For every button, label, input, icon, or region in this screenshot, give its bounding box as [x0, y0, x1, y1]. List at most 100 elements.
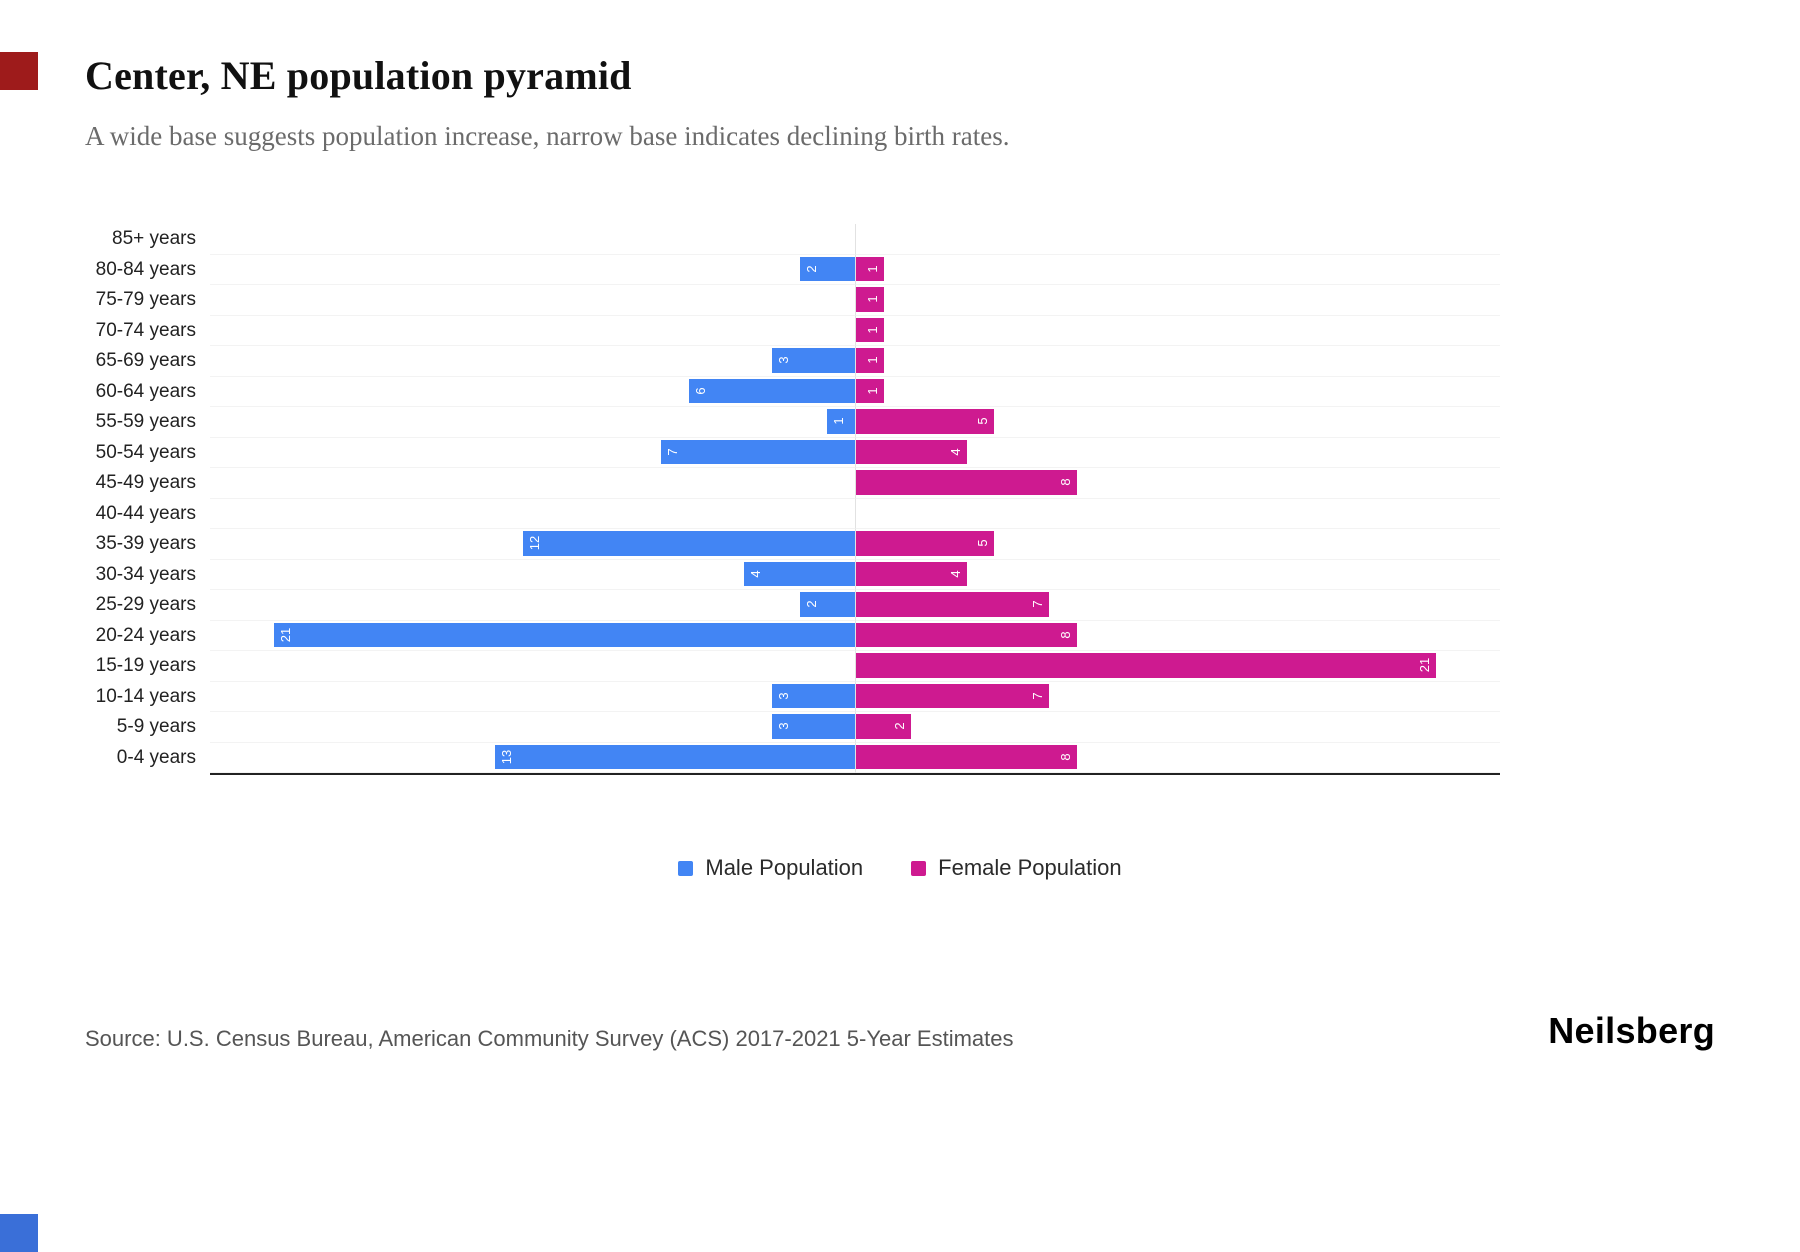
- x-axis-line: [210, 773, 1500, 775]
- age-group-label: 60-64 years: [95, 380, 196, 402]
- pyramid-row: 70-74 years 1: [85, 315, 1500, 346]
- male-track: 13: [210, 743, 855, 773]
- female-bar[interactable]: 1: [856, 348, 884, 373]
- chart-legend: Male Population Female Population: [0, 855, 1800, 881]
- female-bar[interactable]: 1: [856, 287, 884, 312]
- female-bar[interactable]: 1: [856, 317, 884, 342]
- bar-value-label: 1: [864, 356, 880, 364]
- male-bar[interactable]: 3: [771, 683, 855, 708]
- bar-value-label: 4: [748, 570, 764, 578]
- male-bar[interactable]: 1: [827, 409, 855, 434]
- age-group-label: 45-49 years: [95, 472, 196, 494]
- male-track: 3: [210, 712, 855, 743]
- bar-value-label: 2: [803, 265, 819, 273]
- age-group-label: 55-59 years: [95, 411, 196, 433]
- female-bar[interactable]: 5: [856, 409, 995, 434]
- female-track: 21: [855, 651, 1500, 682]
- male-bar[interactable]: 7: [661, 439, 855, 464]
- female-track: 8: [855, 468, 1500, 499]
- bar-value-label: 7: [1030, 600, 1046, 608]
- male-bar[interactable]: 4: [744, 561, 855, 586]
- male-track: 12: [210, 529, 855, 560]
- female-track: 4: [855, 437, 1500, 468]
- male-track: 2: [210, 255, 855, 285]
- pyramid-row: 75-79 years 1: [85, 285, 1500, 316]
- male-track: 7: [210, 438, 855, 468]
- female-track: 7: [855, 681, 1500, 712]
- age-group-label: 30-34 years: [95, 563, 196, 585]
- female-bar[interactable]: 7: [856, 592, 1050, 617]
- female-track: 1: [855, 285, 1500, 316]
- female-bar[interactable]: 2: [856, 714, 912, 739]
- bar-value-label: 4: [947, 448, 963, 456]
- pyramid-row: 65-69 years 3 1: [85, 346, 1500, 377]
- male-bar[interactable]: 21: [273, 622, 855, 647]
- male-track: [210, 651, 855, 682]
- male-track: 2: [210, 590, 855, 621]
- male-bar[interactable]: 6: [688, 378, 855, 403]
- female-bar[interactable]: 21: [856, 653, 1437, 678]
- bar-value-label: 4: [947, 570, 963, 578]
- legend-item-female[interactable]: Female Population: [911, 855, 1122, 881]
- pyramid-row: 5-9 years 3 2: [85, 712, 1500, 743]
- age-group-label: 25-29 years: [95, 594, 196, 616]
- male-track: [210, 285, 855, 316]
- male-track: 3: [210, 346, 855, 377]
- bar-value-label: 1: [864, 295, 880, 303]
- female-track: 1: [855, 376, 1500, 407]
- pyramid-row: 80-84 years 2 1: [85, 254, 1500, 285]
- pyramid-row: 45-49 years 8: [85, 468, 1500, 499]
- female-bar[interactable]: 7: [856, 683, 1050, 708]
- bar-value-label: 1: [864, 265, 880, 273]
- bar-value-label: 8: [1058, 478, 1074, 486]
- female-bar[interactable]: 4: [856, 561, 967, 586]
- female-track: 1: [855, 346, 1500, 377]
- female-bar[interactable]: 1: [856, 256, 884, 281]
- male-track: 3: [210, 682, 855, 712]
- neilsberg-logo: Neilsberg: [1548, 1010, 1715, 1051]
- age-group-label: 85+ years: [112, 228, 196, 250]
- male-bar[interactable]: 12: [522, 531, 855, 556]
- bar-value-label: 1: [831, 417, 847, 425]
- male-bar[interactable]: 3: [771, 348, 855, 373]
- male-bar[interactable]: 3: [771, 714, 855, 739]
- female-bar[interactable]: 8: [856, 744, 1078, 769]
- bar-value-label: 7: [1030, 692, 1046, 700]
- pyramid-row: 85+ years: [85, 224, 1500, 255]
- male-track: 1: [210, 407, 855, 438]
- bar-value-label: 21: [277, 627, 293, 642]
- female-bar[interactable]: 8: [856, 470, 1078, 495]
- age-group-label: 10-14 years: [95, 685, 196, 707]
- bar-value-label: 2: [892, 722, 908, 730]
- decor-top-left-square: [0, 52, 38, 90]
- female-bar[interactable]: 5: [856, 531, 995, 556]
- bar-value-label: 3: [775, 722, 791, 730]
- male-bar[interactable]: 13: [495, 744, 855, 769]
- male-track: [210, 499, 855, 529]
- bar-value-label: 2: [803, 600, 819, 608]
- female-bar[interactable]: 8: [856, 622, 1078, 647]
- chart-header: Center, NE population pyramid A wide bas…: [85, 52, 1715, 152]
- female-track: 8: [855, 620, 1500, 651]
- pyramid-row: 10-14 years 3 7: [85, 681, 1500, 712]
- bar-value-label: 12: [526, 536, 542, 551]
- pyramid-row: 55-59 years 1 5: [85, 407, 1500, 438]
- male-bar[interactable]: 2: [799, 592, 855, 617]
- pyramid-rows: 85+ years 80-84 years 2 1 75-79 years 1 70-74 …: [85, 224, 1500, 773]
- male-legend-swatch-icon: [678, 860, 694, 876]
- bar-value-label: 8: [1058, 753, 1074, 761]
- female-track: [855, 224, 1500, 255]
- age-group-label: 70-74 years: [95, 319, 196, 341]
- age-group-label: 80-84 years: [95, 258, 196, 280]
- age-group-label: 5-9 years: [116, 716, 196, 738]
- male-bar[interactable]: 2: [799, 256, 855, 281]
- bar-value-label: 13: [499, 749, 515, 764]
- female-legend-swatch-icon: [911, 860, 927, 876]
- bar-value-label: 1: [864, 387, 880, 395]
- legend-item-male[interactable]: Male Population: [678, 855, 863, 881]
- female-track: 7: [855, 590, 1500, 621]
- female-bar[interactable]: 4: [856, 439, 967, 464]
- male-track: 4: [210, 560, 855, 590]
- female-track: [855, 498, 1500, 529]
- female-bar[interactable]: 1: [856, 378, 884, 403]
